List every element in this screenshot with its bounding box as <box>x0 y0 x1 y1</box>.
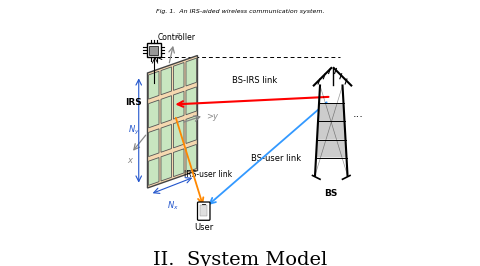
FancyBboxPatch shape <box>197 202 210 220</box>
Polygon shape <box>186 87 196 115</box>
Text: z: z <box>175 31 180 40</box>
Polygon shape <box>173 63 184 90</box>
Polygon shape <box>148 157 159 185</box>
Polygon shape <box>148 100 159 128</box>
Text: $N_y$: $N_y$ <box>128 124 140 137</box>
Polygon shape <box>173 149 184 177</box>
Text: Fig. 1.  An IRS-aided wireless communication system.: Fig. 1. An IRS-aided wireless communicat… <box>156 9 324 14</box>
Polygon shape <box>316 139 347 157</box>
Polygon shape <box>161 67 171 95</box>
Polygon shape <box>186 116 196 143</box>
Text: ...: ... <box>352 109 363 119</box>
Polygon shape <box>318 103 345 122</box>
Text: BS: BS <box>324 189 338 198</box>
Polygon shape <box>173 120 184 148</box>
Polygon shape <box>161 153 171 181</box>
FancyBboxPatch shape <box>200 205 207 216</box>
Text: IRS-user link: IRS-user link <box>184 170 232 179</box>
Polygon shape <box>147 56 197 188</box>
Polygon shape <box>317 122 346 139</box>
Text: BS-user link: BS-user link <box>251 153 301 163</box>
Text: >y: >y <box>206 112 218 121</box>
Polygon shape <box>186 144 196 172</box>
Polygon shape <box>148 129 159 157</box>
Text: Controller: Controller <box>157 33 195 42</box>
Text: User: User <box>194 223 214 232</box>
Text: II.  System Model: II. System Model <box>153 251 327 266</box>
Text: BS-IRS link: BS-IRS link <box>232 77 277 85</box>
Polygon shape <box>148 71 159 99</box>
Text: x: x <box>128 156 132 165</box>
Polygon shape <box>173 91 184 119</box>
Text: $N_x$: $N_x$ <box>167 199 179 212</box>
Text: IRS: IRS <box>125 98 142 107</box>
FancyBboxPatch shape <box>149 46 158 55</box>
FancyBboxPatch shape <box>147 43 161 57</box>
Polygon shape <box>161 96 171 123</box>
Polygon shape <box>186 58 196 86</box>
Polygon shape <box>161 124 171 152</box>
